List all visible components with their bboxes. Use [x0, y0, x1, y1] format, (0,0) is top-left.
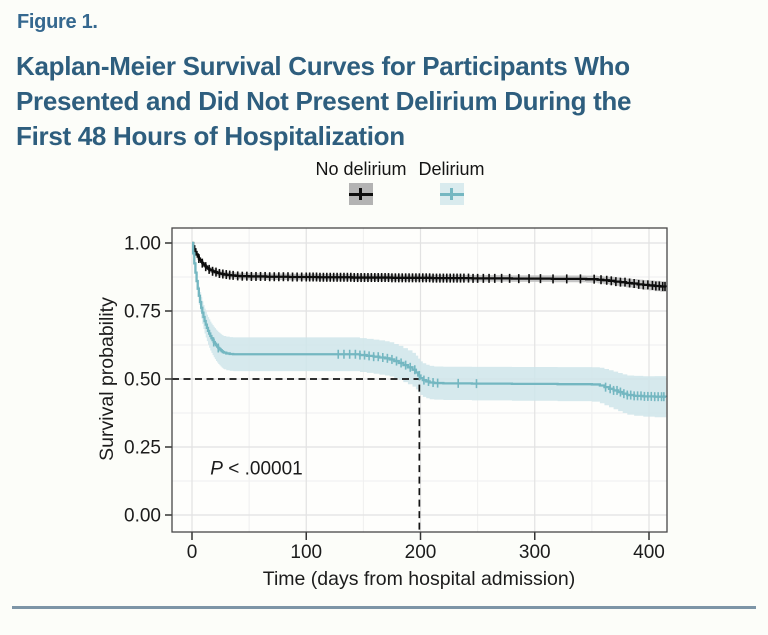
chart-legend: No delirium Delirium: [0, 159, 768, 205]
y-tick-label: 0.75: [124, 302, 161, 323]
panel-border: [171, 227, 668, 533]
x-tick-label: 400: [633, 542, 665, 563]
figure-title-line-1: Kaplan-Meier Survival Curves for Partici…: [16, 51, 630, 81]
x-tick-label: 100: [290, 542, 322, 563]
legend-item-no-delirium: No delirium: [315, 159, 407, 205]
figure-title-line-3: First 48 Hours of Hospitalization: [16, 121, 405, 151]
legend-censor-tick-icon: [450, 188, 453, 200]
y-axis-title: Survival probability: [96, 297, 118, 461]
x-tick-label: 300: [519, 542, 551, 563]
p-value-annotation: P < .00001: [210, 458, 302, 479]
legend-label: Delirium: [418, 159, 485, 179]
y-tick-label: 0.50: [124, 370, 161, 391]
y-tick-label: 0.00: [124, 506, 161, 527]
bottom-rule: [12, 606, 756, 609]
legend-item-delirium: Delirium: [419, 159, 485, 205]
figure-title-line-2: Presented and Did Not Present Delirium D…: [16, 86, 632, 116]
survival-curve-delirium: [191, 241, 668, 398]
y-tick-label: 1.00: [124, 234, 161, 255]
x-axis-title: Time (days from hospital admission): [263, 568, 575, 590]
legend-swatch-no-delirium: [348, 183, 373, 205]
figure-label: Figure 1.: [17, 11, 98, 33]
x-tick-label: 0: [187, 542, 198, 563]
x-tick-label: 200: [405, 542, 437, 563]
confidence-band-delirium: [192, 243, 667, 418]
figure-title: Kaplan-Meier Survival Curves for Partici…: [16, 49, 631, 154]
legend-swatch-delirium: [439, 183, 464, 205]
legend-label: No delirium: [315, 159, 407, 179]
km-chart: 0.00 0.25 0.50 0.75 1.00 0 100 200 300 400 Time (d…: [96, 227, 668, 590]
y-tick-label: 0.25: [124, 438, 161, 459]
legend-censor-tick-icon: [359, 188, 363, 200]
confidence-band-no-delirium: [192, 243, 667, 293]
